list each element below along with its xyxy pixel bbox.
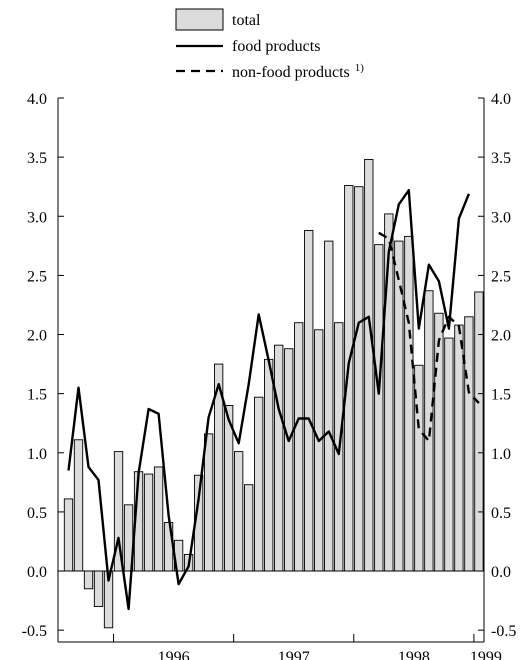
food-products-line: [67, 189, 471, 611]
legend: total food products non-food products 1): [175, 8, 364, 81]
bar-total: [274, 344, 284, 572]
y-tick-label-right: 2.0: [491, 328, 511, 345]
x-ticks: 1996 1997 1998 1999: [113, 634, 502, 660]
legend-text-non-food-products: non-food products: [232, 64, 350, 81]
legend-superscript-non-food-products: 1): [355, 62, 365, 74]
bar-total: [63, 498, 74, 572]
bar-total: [374, 244, 384, 572]
bar-total: [93, 570, 104, 607]
x-tick-label: 1999: [470, 649, 502, 660]
bar-total: [294, 322, 304, 572]
bars: [63, 159, 484, 629]
y-tick-label-left: 4.0: [27, 91, 47, 108]
x-tick-label: 1996: [158, 649, 190, 660]
y-tick-label-left: 3.0: [27, 209, 47, 226]
x-tick-label: 1998: [398, 649, 430, 660]
legend-label-total: total: [232, 12, 261, 29]
y-tick-label-right: 2.5: [491, 268, 511, 285]
bar-total: [314, 329, 324, 572]
y-tick-label-left: -0.5: [22, 623, 47, 640]
bar-total: [153, 466, 164, 572]
x-tick-label: 1997: [278, 649, 310, 660]
bar-total: [354, 186, 364, 572]
legend-label-non-food-products: non-food products 1): [232, 62, 364, 81]
y-tick-label-left: 3.5: [27, 150, 47, 167]
bar-total: [264, 358, 274, 572]
bar-total: [224, 405, 234, 572]
bar-total: [444, 337, 454, 572]
y-tick-label-left: 0.5: [27, 505, 47, 522]
y-tick-label-right: 0.0: [491, 564, 511, 581]
non-food-products-line: [378, 231, 480, 443]
legend-item-food-products: food products: [176, 38, 320, 55]
y-tick-label-right: 4.0: [491, 91, 511, 108]
bar-total: [284, 348, 294, 572]
bar-total: [404, 235, 414, 572]
bar-total: [244, 484, 254, 572]
y-tick-label-left: 0.0: [27, 564, 47, 581]
y-tick-label-left: 2.5: [27, 268, 47, 285]
bar-total: [203, 433, 214, 572]
legend-label-food-products: food products: [232, 38, 320, 55]
y-tick-label-right: 1.5: [491, 387, 511, 404]
legend-item-non-food-products: non-food products 1): [176, 62, 364, 81]
y-tick-label-right: 1.0: [491, 446, 511, 463]
y-tick-label-left: 1.0: [27, 446, 47, 463]
y-tick-label-right: -0.5: [491, 623, 516, 640]
bar-total: [324, 240, 334, 572]
bar-total: [304, 230, 314, 572]
y-tick-label-right: 3.5: [491, 150, 511, 167]
y-tick-label-left: 1.5: [27, 387, 47, 404]
bar-total: [73, 439, 84, 572]
y-tick-label-right: 0.5: [491, 505, 511, 522]
legend-swatch-total: [175, 8, 224, 31]
bar-total: [454, 324, 464, 572]
y-ticks: -0.5 -0.5 0.0 0.0 0.5 0.5 1.0 1.0 1.5 1.5 2.0 2.0 2.…: [22, 91, 517, 640]
bar-total: [254, 396, 264, 572]
bar-total: [474, 291, 484, 572]
bar-total: [434, 312, 444, 572]
bar-total: [83, 570, 94, 590]
bar-total: [464, 316, 474, 572]
axes: -0.5 -0.5 0.0 0.0 0.5 0.5 1.0 1.0 1.5 1.5 2.0 2.0 2.…: [22, 91, 517, 660]
bar-total: [364, 159, 374, 572]
y-tick-label-right: 3.0: [491, 209, 511, 226]
legend-item-total: total: [175, 8, 261, 31]
bar-total: [234, 451, 244, 572]
bar-total: [344, 185, 354, 572]
bar-total: [143, 473, 154, 572]
y-tick-label-left: 2.0: [27, 328, 47, 345]
plot-area: [58, 159, 484, 629]
